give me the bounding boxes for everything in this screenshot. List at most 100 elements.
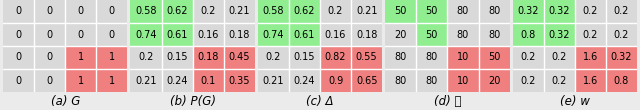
Text: 0: 0 xyxy=(15,29,22,39)
Text: 0.2: 0.2 xyxy=(328,6,343,16)
Text: 0.61: 0.61 xyxy=(166,29,188,39)
Text: 0: 0 xyxy=(15,52,22,62)
Bar xyxy=(575,0,606,23)
Text: 0: 0 xyxy=(77,29,84,39)
Text: 80: 80 xyxy=(426,75,438,85)
Bar xyxy=(416,46,447,69)
Text: 0.35: 0.35 xyxy=(228,75,250,85)
Text: 0.2: 0.2 xyxy=(266,52,281,62)
Text: 80: 80 xyxy=(488,29,500,39)
Bar xyxy=(65,0,96,23)
Text: 0.82: 0.82 xyxy=(325,52,346,62)
Text: (b) P(G): (b) P(G) xyxy=(170,94,216,107)
Text: 1: 1 xyxy=(109,75,115,85)
Bar xyxy=(193,0,224,23)
Text: 0.65: 0.65 xyxy=(356,75,378,85)
Bar xyxy=(131,23,161,46)
Text: 0.2: 0.2 xyxy=(138,52,154,62)
Bar xyxy=(447,69,479,92)
Bar xyxy=(3,23,34,46)
Bar xyxy=(289,0,320,23)
Bar xyxy=(65,46,96,69)
Bar xyxy=(513,69,544,92)
Text: 0.16: 0.16 xyxy=(198,29,219,39)
Text: 0.2: 0.2 xyxy=(614,6,629,16)
Text: 80: 80 xyxy=(426,52,438,62)
Bar xyxy=(385,23,416,46)
Text: 0: 0 xyxy=(47,52,52,62)
Text: 0.21: 0.21 xyxy=(135,75,157,85)
Text: 0.2: 0.2 xyxy=(582,29,598,39)
Text: 1: 1 xyxy=(77,75,84,85)
Text: 20: 20 xyxy=(488,75,500,85)
Bar xyxy=(96,23,127,46)
Text: 0.8: 0.8 xyxy=(520,29,536,39)
Bar xyxy=(479,69,509,92)
Text: 0.21: 0.21 xyxy=(228,6,250,16)
Text: 0.32: 0.32 xyxy=(517,6,539,16)
Bar xyxy=(351,0,382,23)
Text: 0: 0 xyxy=(15,75,22,85)
Text: 0.24: 0.24 xyxy=(166,75,188,85)
Text: 0.58: 0.58 xyxy=(262,6,284,16)
Text: 0.62: 0.62 xyxy=(166,6,188,16)
Text: 0.18: 0.18 xyxy=(356,29,378,39)
Text: 1: 1 xyxy=(77,52,84,62)
Text: 0.55: 0.55 xyxy=(356,52,378,62)
Text: 80: 80 xyxy=(395,52,407,62)
Bar xyxy=(131,46,161,69)
Bar xyxy=(513,23,544,46)
Bar xyxy=(289,23,320,46)
Bar xyxy=(161,69,193,92)
Bar xyxy=(224,0,255,23)
Text: 0: 0 xyxy=(109,6,115,16)
Bar xyxy=(65,69,96,92)
Text: (e) w: (e) w xyxy=(560,94,589,107)
Text: 0.32: 0.32 xyxy=(548,6,570,16)
Bar xyxy=(258,23,289,46)
Bar xyxy=(606,69,637,92)
Bar xyxy=(544,23,575,46)
Text: 0: 0 xyxy=(47,75,52,85)
Bar xyxy=(96,69,127,92)
Text: 0.32: 0.32 xyxy=(548,29,570,39)
Bar xyxy=(131,69,161,92)
Bar xyxy=(479,23,509,46)
Bar xyxy=(479,46,509,69)
Text: 80: 80 xyxy=(457,29,469,39)
Bar xyxy=(351,46,382,69)
Text: 0.1: 0.1 xyxy=(200,75,216,85)
Text: 0.2: 0.2 xyxy=(200,6,216,16)
Bar xyxy=(289,46,320,69)
Text: 50: 50 xyxy=(395,6,407,16)
Text: 0: 0 xyxy=(47,6,52,16)
Bar xyxy=(34,69,65,92)
Text: 50: 50 xyxy=(426,29,438,39)
Bar xyxy=(385,46,416,69)
Text: (c) Δ: (c) Δ xyxy=(307,94,333,107)
Text: 0: 0 xyxy=(15,6,22,16)
Bar xyxy=(385,69,416,92)
Text: (d) 𝓟: (d) 𝓟 xyxy=(434,94,461,107)
Bar xyxy=(34,0,65,23)
Bar xyxy=(575,23,606,46)
Bar xyxy=(513,46,544,69)
Text: 80: 80 xyxy=(488,6,500,16)
Bar xyxy=(479,0,509,23)
Bar xyxy=(161,0,193,23)
Bar xyxy=(193,23,224,46)
Bar xyxy=(65,23,96,46)
Text: 0.2: 0.2 xyxy=(552,75,567,85)
Bar xyxy=(351,69,382,92)
Text: 0.74: 0.74 xyxy=(262,29,284,39)
Text: 0.15: 0.15 xyxy=(166,52,188,62)
Bar xyxy=(385,0,416,23)
Bar xyxy=(161,23,193,46)
Bar xyxy=(544,46,575,69)
Bar xyxy=(34,46,65,69)
Bar xyxy=(544,69,575,92)
Bar xyxy=(289,69,320,92)
Text: 10: 10 xyxy=(457,52,469,62)
Bar xyxy=(34,23,65,46)
Text: 80: 80 xyxy=(395,75,407,85)
